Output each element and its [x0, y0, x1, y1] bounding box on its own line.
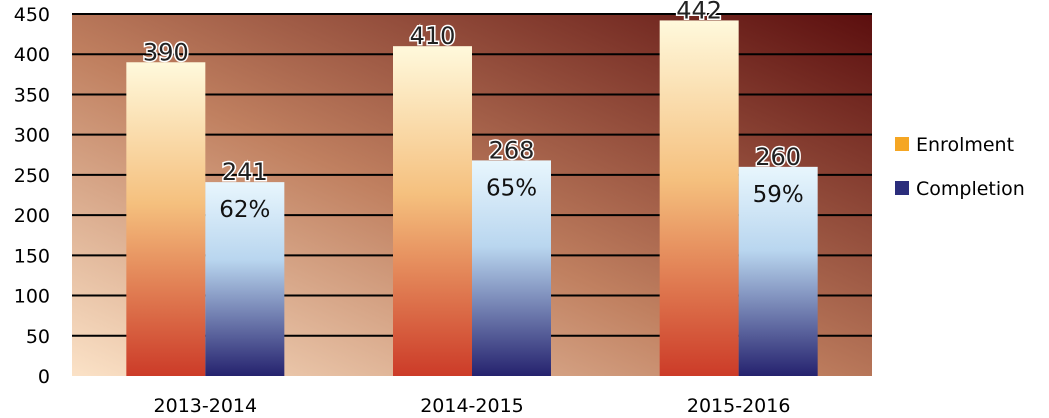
bar-completion	[738, 166, 818, 376]
legend-label-completion: Completion	[916, 178, 1025, 200]
bar-enrolment	[126, 62, 206, 377]
y-tick-label: 150	[14, 245, 50, 267]
bar-value-label: 260	[755, 143, 801, 171]
legend-swatch-enrolment	[895, 137, 909, 151]
y-tick-label: 100	[14, 286, 50, 308]
bar-completion	[472, 160, 551, 376]
x-tick-label: 2014-2015	[420, 395, 524, 417]
data-labels: 390 241 62% 410 268 65% 442 260 59%	[141, 0, 804, 223]
bar-value-label: 390	[143, 38, 189, 66]
y-axis-ticks: 0 50 100 150 200 250 300 350 400 450	[14, 4, 50, 388]
x-tick-label: 2015-2016	[687, 395, 791, 417]
bar-value-label: 268	[489, 136, 535, 164]
y-tick-label: 50	[26, 326, 50, 348]
legend-swatch-completion	[895, 181, 909, 195]
x-tick-label: 2013-2014	[154, 395, 258, 417]
y-tick-label: 250	[14, 165, 50, 187]
completion-rate-label: 65%	[486, 175, 537, 201]
bar-enrolment	[393, 46, 472, 377]
bar-enrolment	[659, 20, 739, 377]
bars	[126, 20, 818, 377]
y-tick-label: 200	[14, 205, 50, 227]
bar-completion	[205, 182, 285, 376]
legend-label-enrolment: Enrolment	[916, 134, 1014, 156]
completion-rate-label: 62%	[219, 197, 270, 223]
bar-value-label: 410	[410, 22, 456, 50]
y-tick-label: 0	[38, 366, 50, 388]
y-tick-label: 450	[14, 4, 50, 26]
y-tick-label: 300	[14, 125, 50, 147]
y-tick-label: 400	[14, 44, 50, 66]
legend: Enrolment Completion	[895, 134, 1025, 200]
bar-value-label: 241	[222, 158, 268, 186]
x-axis-ticks: 2013-2014 2014-2015 2015-2016	[154, 395, 791, 417]
completion-rate-label: 59%	[753, 182, 804, 208]
bar-value-label: 442	[676, 0, 722, 24]
y-tick-label: 350	[14, 84, 50, 106]
